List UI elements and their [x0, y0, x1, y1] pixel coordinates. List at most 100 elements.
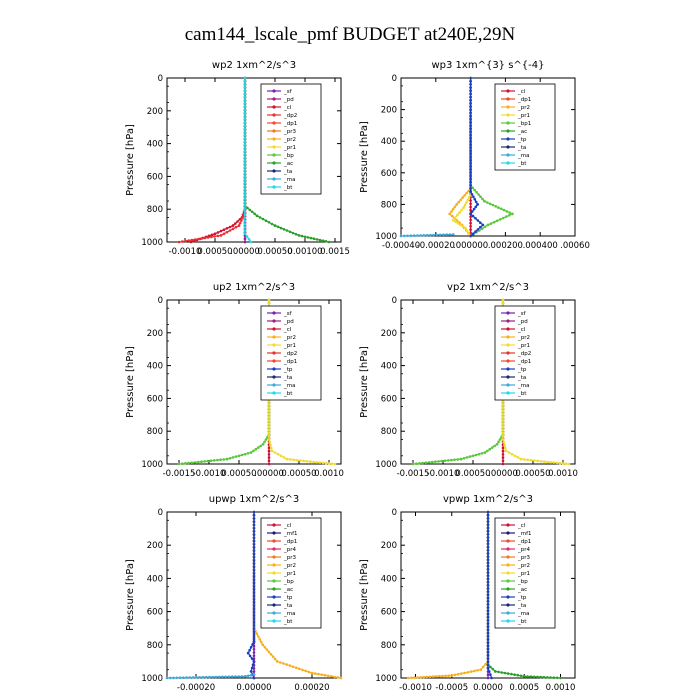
wp2-point_ac	[276, 225, 280, 229]
wp3-point_bp1	[486, 201, 489, 204]
vpwp-point_ac	[510, 672, 513, 676]
up2-legend-label: _pd	[283, 319, 294, 325]
up2-point_dp2	[234, 455, 238, 458]
up2-ytick-label: 0	[158, 296, 163, 306]
upwp-point_pr2	[313, 672, 317, 675]
vpwp-point_tp	[486, 548, 490, 552]
vp2-point_dp2	[440, 459, 444, 463]
vp2-point_pr1	[501, 403, 505, 406]
up2-point_cl	[267, 453, 271, 456]
wp3-point_tp	[469, 105, 472, 108]
wp2-legend-label: _ta	[283, 169, 292, 175]
wp2-point_bt	[243, 178, 247, 181]
upwp-legend-marker	[272, 619, 276, 623]
upwp-point_tp	[252, 660, 256, 663]
vpwp-xtick-label: 0.0010	[546, 683, 576, 693]
wp2-point_bt	[243, 226, 247, 229]
upwp-point_tp	[252, 591, 256, 595]
vpwp-point_tp	[486, 552, 490, 555]
wp3-point_pr1	[458, 211, 461, 214]
wp2-point_cl	[231, 224, 235, 227]
up2-panel: up2 1xm^2/s^3 Pressure [hPa] 0 200 400 600 800…	[125, 282, 344, 479]
wp2-series-line_dp2	[178, 78, 246, 243]
wp2-point_bt	[243, 216, 247, 220]
wp3-point_pr2	[453, 205, 457, 209]
up2-point_dp2	[237, 454, 241, 458]
up2-point_dp2	[225, 457, 229, 461]
upwp-point_ma	[214, 675, 218, 679]
wp3-point_bp1	[488, 202, 492, 206]
upwp-point_ma	[246, 674, 250, 678]
wp2-point_dp2	[238, 221, 242, 225]
vpwp-point_tp	[486, 593, 490, 597]
wp3-point_pr1	[463, 203, 467, 207]
wp2-point_cl	[228, 225, 232, 229]
vpwp-point_tp	[486, 568, 490, 571]
upwp-ytick-label: 1000	[141, 674, 163, 684]
vp2-legend-label: _ta	[517, 375, 526, 381]
wp2-point_ac	[303, 235, 307, 239]
up2-point_cl	[267, 449, 271, 453]
vp2-point_dp2	[483, 451, 487, 454]
vpwp-legend-marker	[506, 539, 510, 543]
wp3-point_pr1	[454, 216, 457, 219]
vp2-point_pr1	[516, 456, 520, 459]
upwp-point_pr2	[279, 661, 282, 664]
vpwp-point_tp	[486, 571, 490, 574]
vpwp-point_tp	[486, 622, 490, 625]
wp2-point_bt	[243, 200, 247, 204]
wp2-legend-label: _bp	[283, 153, 294, 159]
vp2-point_dp2	[495, 443, 499, 446]
vpwp-point_tp	[486, 625, 490, 628]
vpwp-point_tp	[486, 577, 490, 581]
wp2-point_bt	[243, 133, 247, 137]
wp3-point_tp	[469, 146, 472, 149]
up2-point_dp2	[254, 447, 258, 451]
vp2-point_pr1	[513, 454, 517, 458]
wp2-xtick-label: 0.0015	[320, 247, 350, 257]
upwp-legend-label: _pr1	[283, 571, 296, 577]
upwp-point_pr2	[275, 660, 279, 663]
wp3-point_bp1	[511, 212, 514, 216]
upwp-point_pr2	[320, 673, 324, 676]
wp2-point_cl	[210, 233, 214, 237]
vp2-point_dp2	[486, 449, 489, 453]
wp3-point_pr2	[467, 189, 470, 193]
upwp-point_pr2	[317, 672, 320, 676]
upwp-legend-marker	[272, 571, 276, 575]
vpwp-point_pr2	[456, 672, 460, 676]
upwp-point_tp	[252, 588, 256, 591]
vp2-legend-label: _cl	[517, 327, 526, 333]
vp2-legend-marker	[506, 327, 510, 331]
wp3-point_pr1	[456, 222, 460, 225]
wp3-point_pr1	[462, 206, 465, 209]
wp3-point_tp	[469, 130, 472, 133]
wp2-point_bt	[243, 146, 247, 150]
wp2-point_ac	[255, 214, 259, 218]
vp2-point_dp2	[443, 459, 447, 463]
wp3-legend-marker	[506, 161, 510, 165]
upwp-point_pr2	[330, 675, 333, 678]
wp3-point_tp	[469, 111, 472, 115]
vpwp-point_tp	[486, 513, 490, 517]
wp3-point_tp	[471, 214, 475, 218]
up2-ytick-label: 1000	[141, 460, 163, 470]
wp2-point_bt	[243, 89, 247, 92]
wp3-point_tp	[469, 102, 472, 105]
up2-point_pr1	[267, 431, 271, 435]
vpwp-point_tp	[486, 510, 490, 514]
wp2-point_bt	[243, 124, 247, 127]
up2-point_pr1	[273, 451, 277, 454]
wp2-point_bt	[243, 114, 247, 118]
vp2-point_dp2	[488, 447, 492, 451]
upwp-point_tp	[252, 565, 256, 569]
vpwp-point_tp	[490, 676, 493, 680]
vp2-panel: vp2 1xm^2/s^3 Pressure [hPa] 0 200 400 600 800…	[359, 282, 578, 479]
vpwp-point_ac	[503, 671, 507, 675]
vpwp-point_tp	[486, 523, 490, 526]
wp3-point_bp1	[497, 206, 500, 209]
wp3-point_tp	[479, 221, 482, 224]
wp3-point_bp1	[498, 218, 502, 221]
upwp-point_tp	[252, 601, 256, 604]
